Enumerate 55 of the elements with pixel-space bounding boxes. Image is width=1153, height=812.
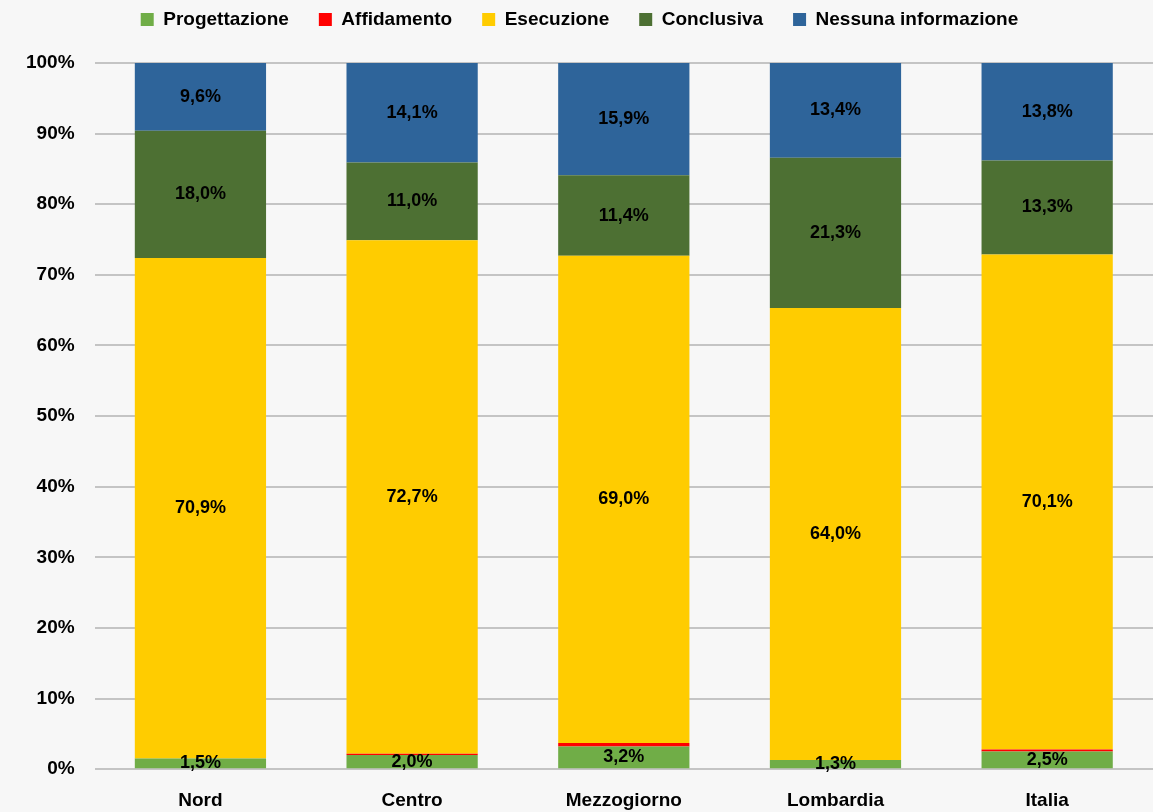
y-tick-label: 70% — [36, 263, 75, 285]
y-tick-label: 80% — [36, 192, 75, 214]
x-tick-label: Mezzogiorno — [565, 788, 682, 810]
y-tick-label: 40% — [36, 474, 75, 496]
y-tick-label: 100% — [25, 51, 75, 73]
data-label: 14,1% — [386, 101, 438, 122]
data-label: 11,0% — [387, 190, 438, 211]
y-tick-label: 90% — [36, 121, 75, 143]
data-label: 9,6% — [179, 85, 221, 106]
bar — [346, 162, 478, 241]
bar — [346, 240, 478, 754]
data-label: 13,8% — [1021, 100, 1073, 121]
data-label: 70,9% — [174, 497, 226, 518]
data-label: 21,3% — [809, 221, 861, 242]
data-label: 2,0% — [391, 750, 433, 771]
data-label: 70,1% — [1021, 490, 1073, 511]
legend-label: Progettazione — [163, 7, 289, 29]
data-label: 13,3% — [1021, 196, 1073, 217]
legend-label: Affidamento — [341, 7, 453, 29]
x-tick-label: Lombardia — [786, 788, 885, 810]
x-tick-label: Centro — [381, 788, 443, 810]
bar — [134, 130, 267, 258]
bar — [558, 255, 690, 744]
bar — [981, 749, 1113, 752]
y-tick-label: 50% — [36, 404, 75, 426]
bar — [769, 63, 902, 158]
data-label: 72,7% — [386, 485, 438, 506]
bar — [981, 254, 1113, 750]
data-label: 13,4% — [809, 99, 861, 120]
y-tick-label: 0% — [47, 757, 75, 779]
bar — [981, 63, 1113, 161]
bar — [558, 63, 690, 176]
data-label: 64,0% — [809, 523, 861, 543]
data-label: 11,4% — [598, 204, 649, 225]
x-tick-label: Italia — [1025, 788, 1070, 810]
legend-label: Conclusiva — [661, 7, 764, 29]
legend-label: Esecuzione — [504, 7, 610, 29]
bar — [346, 63, 478, 163]
x-tick-label: Nord — [178, 788, 223, 810]
data-label: 1,5% — [179, 752, 221, 773]
bar — [981, 160, 1113, 255]
legend-label: Nessuna informazione — [815, 7, 1019, 29]
bar — [769, 157, 902, 309]
data-label: 15,9% — [598, 108, 650, 129]
y-tick-label: 10% — [36, 686, 75, 708]
data-label: 18,0% — [174, 183, 226, 204]
data-label: 69,0% — [598, 488, 650, 509]
y-tick-label: 60% — [36, 333, 75, 355]
bar — [558, 743, 690, 747]
data-label: 3,2% — [603, 746, 645, 767]
bar — [134, 63, 267, 131]
bar — [558, 175, 690, 256]
data-label: 2,5% — [1026, 748, 1068, 769]
y-tick-label: 20% — [36, 616, 75, 638]
y-tick-label: 30% — [36, 545, 75, 567]
